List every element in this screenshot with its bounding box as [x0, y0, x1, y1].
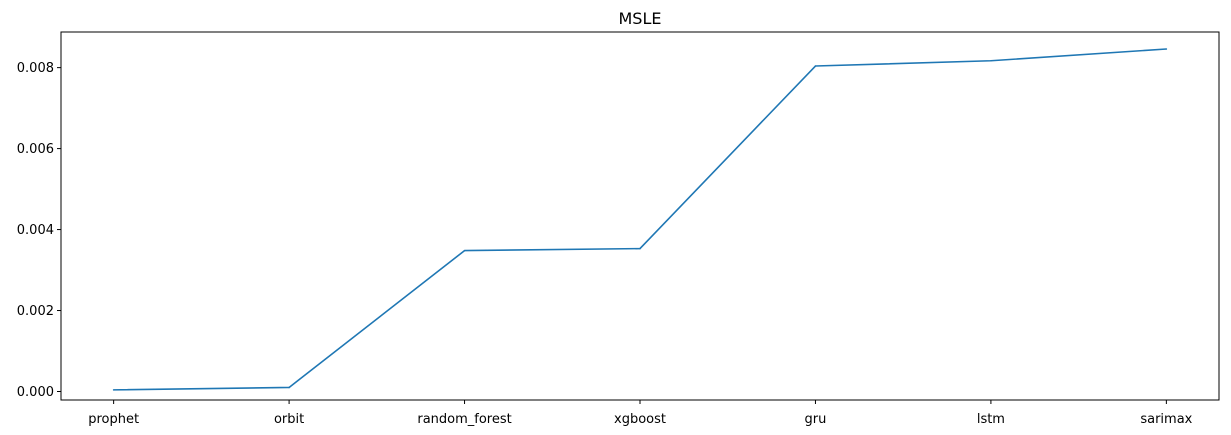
x-tick-label: prophet: [88, 412, 139, 427]
data-point: [639, 247, 641, 250]
y-tick-label: 0.004: [17, 223, 54, 238]
data-point: [463, 249, 466, 252]
data-point: [288, 386, 290, 389]
y-tick-label: 0.006: [17, 142, 54, 157]
plot-frame: [60, 31, 1220, 401]
data-point: [1165, 48, 1168, 50]
data-point: [112, 389, 115, 391]
data-point: [990, 59, 992, 62]
y-tick-label: 0.002: [17, 304, 54, 319]
series-line: [113, 48, 1167, 391]
y-tick-label: 0.000: [17, 385, 54, 400]
y-axis: 0.000 0.002 0.004 0.006 0.008: [17, 61, 61, 400]
x-tick-label: random_forest: [417, 412, 511, 427]
x-tick-label: xgboost: [614, 412, 666, 427]
chart-title: MSLE: [619, 9, 662, 28]
data-point: [814, 65, 817, 67]
x-tick-label: gru: [805, 412, 827, 427]
x-axis: prophet orbit random_forest xgboost gru lstm s…: [88, 400, 1193, 427]
y-tick-label: 0.008: [17, 61, 54, 76]
x-tick-label: sarimax: [1140, 412, 1192, 427]
x-tick-label: orbit: [274, 412, 304, 427]
series-group: [112, 48, 1168, 391]
x-tick-label: lstm: [977, 412, 1005, 427]
